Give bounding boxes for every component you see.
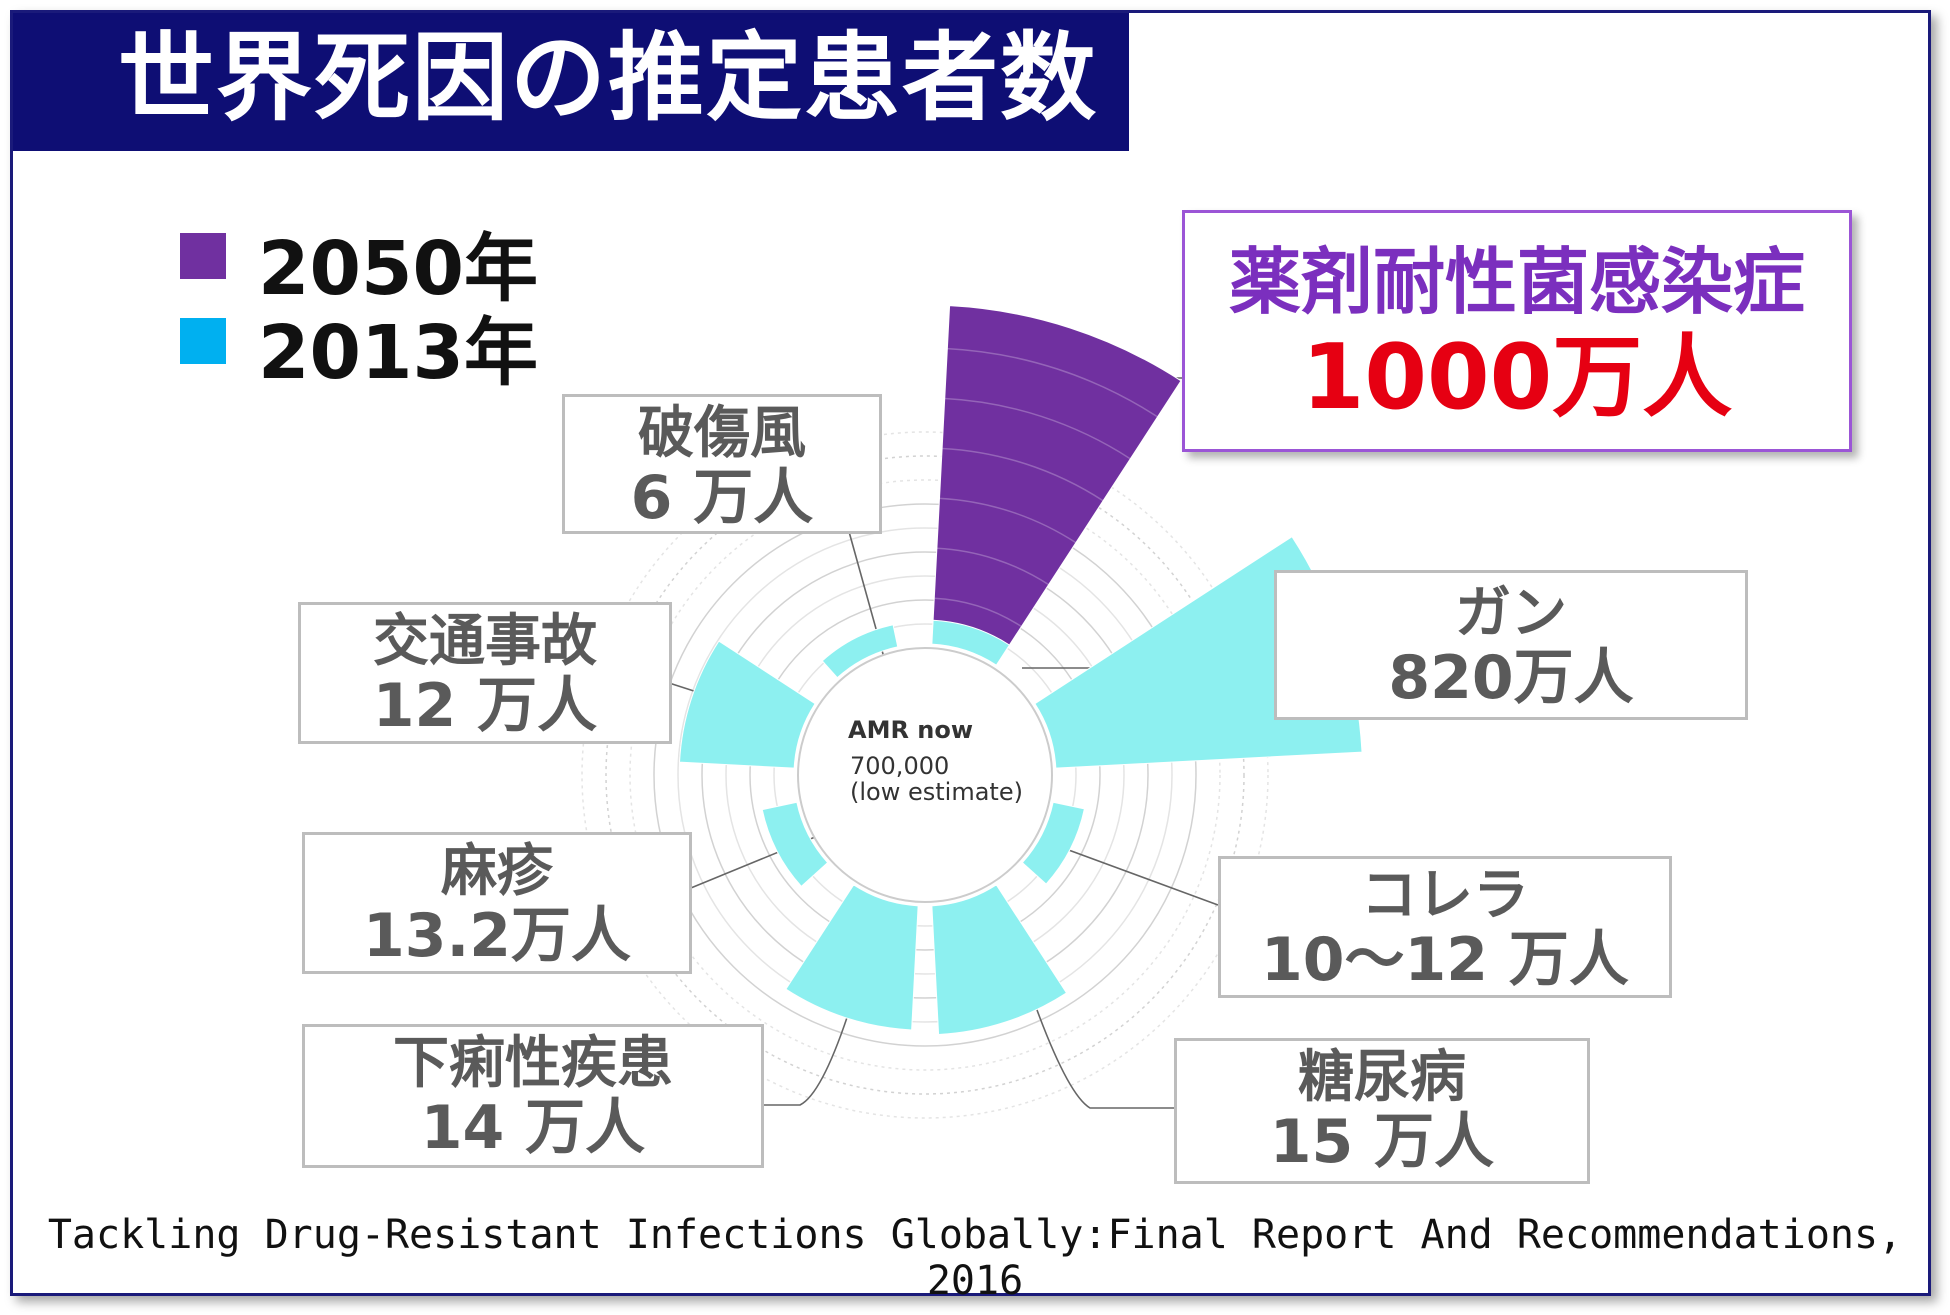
source-citation: Tackling Drug-Resistant Infections Globa… bbox=[47, 1212, 1903, 1304]
leader-line bbox=[1054, 844, 1219, 906]
tetanus-name: 破傷風 bbox=[638, 401, 806, 466]
center-value: 700,000 bbox=[850, 752, 950, 780]
grid-ring bbox=[653, 503, 1197, 1047]
cancer-value: 820万人 bbox=[1388, 642, 1634, 713]
tetanus-value: 6 万人 bbox=[630, 462, 814, 533]
slide-title: 世界死因の推定患者数 bbox=[118, 22, 1098, 134]
title-bar bbox=[13, 13, 1129, 151]
label-cholera: コレラ 10～12 万人 bbox=[1218, 856, 1672, 998]
diarrhea-value: 14 万人 bbox=[420, 1092, 646, 1163]
label-cancer: ガン 820万人 bbox=[1274, 570, 1748, 720]
wedge-2050-band bbox=[934, 597, 1022, 628]
wedge-2050-band bbox=[939, 497, 1077, 544]
wedge-2050-band bbox=[947, 347, 1158, 418]
grid-ring bbox=[773, 623, 1077, 927]
wedge-2013-5 bbox=[761, 801, 829, 888]
wedge-2050-0 bbox=[931, 305, 1182, 666]
label-diarrhea: 下痢性疾患 14 万人 bbox=[302, 1024, 764, 1168]
wedge-2013-2 bbox=[1021, 801, 1086, 885]
label-diabetes: 糖尿病 15 万人 bbox=[1174, 1038, 1590, 1184]
grid-ring bbox=[677, 527, 1173, 1023]
traffic-value: 12 万人 bbox=[372, 670, 598, 741]
legend-label-2050: 2050年 bbox=[258, 226, 538, 312]
cholera-name: コレラ bbox=[1361, 863, 1529, 928]
wedge-2013-4 bbox=[785, 884, 919, 1031]
diabetes-value: 15 万人 bbox=[1269, 1106, 1495, 1177]
wedge-2013-7 bbox=[821, 624, 899, 679]
legend-label-2013: 2013年 bbox=[258, 310, 538, 396]
diarrhea-name: 下痢性疾患 bbox=[393, 1031, 673, 1096]
measles-name: 麻疹 bbox=[441, 839, 553, 904]
legend-swatch-2050 bbox=[180, 233, 226, 279]
grid-ring bbox=[629, 479, 1221, 1071]
wedge-2013-3 bbox=[931, 884, 1068, 1036]
wedge-2050-band bbox=[944, 397, 1131, 460]
traffic-name: 交通事故 bbox=[373, 609, 597, 674]
amr-name: 薬剤耐性菌感染症 bbox=[1228, 240, 1805, 324]
wedge-2013-0 bbox=[931, 619, 1011, 666]
label-measles: 麻疹 13.2万人 bbox=[302, 832, 692, 974]
label-traffic: 交通事故 12 万人 bbox=[298, 602, 672, 744]
grid-ring bbox=[749, 599, 1101, 951]
label-tetanus: 破傷風 6 万人 bbox=[562, 394, 882, 534]
center-title: AMR now bbox=[848, 716, 974, 744]
cancer-name: ガン bbox=[1455, 581, 1567, 646]
grid-ring bbox=[701, 551, 1149, 999]
amr-value: 1000万人 bbox=[1301, 325, 1733, 431]
wedge-2050-band bbox=[936, 547, 1050, 586]
measles-value: 13.2万人 bbox=[362, 900, 632, 971]
diabetes-name: 糖尿病 bbox=[1298, 1045, 1466, 1110]
amr-callout: 薬剤耐性菌感染症 1000万人 bbox=[1182, 210, 1852, 452]
wedge-2050-band bbox=[942, 447, 1104, 502]
wedge-2013-6 bbox=[678, 640, 816, 769]
grid-ring bbox=[725, 575, 1125, 975]
cholera-value: 10～12 万人 bbox=[1261, 924, 1629, 995]
center-circle bbox=[797, 647, 1053, 903]
grid-ring bbox=[605, 455, 1245, 1095]
grid-ring bbox=[581, 431, 1269, 1119]
grid-rings bbox=[581, 431, 1269, 1119]
legend-swatch-2013 bbox=[180, 318, 226, 364]
center-note: (low estimate) bbox=[850, 778, 1023, 806]
